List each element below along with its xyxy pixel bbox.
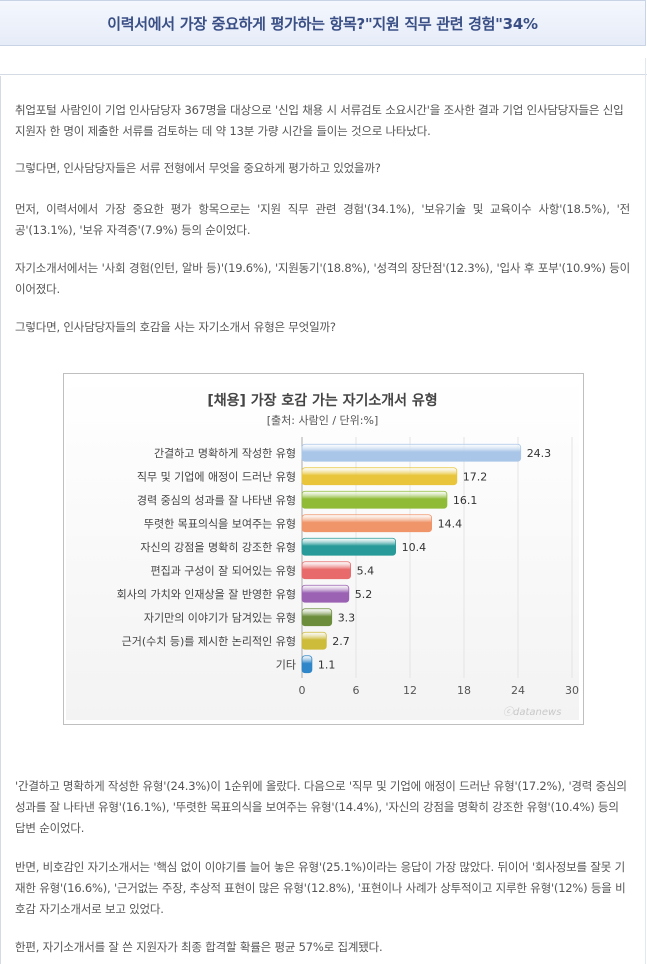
data-label: 16.1 xyxy=(453,494,478,507)
category-label: 경력 중심의 성과를 잘 나타낸 유형 xyxy=(137,494,296,507)
article-paragraph-intro: 취업포털 사람인이 기업 인사담당자 367명을 대상으로 '신입 채용 시 서… xyxy=(15,103,624,138)
x-tick-label: 6 xyxy=(353,684,360,697)
x-tick-label: 0 xyxy=(299,684,306,697)
category-label: 뚜렷한 목표의식을 보여주는 유형 xyxy=(144,517,296,530)
data-label: 1.1 xyxy=(318,658,336,671)
category-label: 자신의 강점을 명확히 강조한 유형 xyxy=(140,540,296,554)
category-label: 근거(수치 등)를 제시한 논리적인 유형 xyxy=(122,635,296,648)
bar xyxy=(301,561,351,580)
x-tick-label: 18 xyxy=(457,684,471,697)
article-paragraph-resume: 먼저, 이력서에서 가장 중요한 평가 항목으로는 '지원 직무 관련 경험'(… xyxy=(15,202,630,237)
x-tick-label: 12 xyxy=(403,684,417,697)
category-label: 편집과 구성이 잘 되어있는 유형 xyxy=(150,564,296,577)
bar xyxy=(301,443,522,462)
article-paragraph-question-2: 그렇다면, 인사담당자들의 호감을 사는 자기소개서 유형은 무엇일까? xyxy=(15,320,336,334)
article-paragraph-closing: 한편, 자기소개서를 잘 쓴 지원자가 최종 합격할 확률은 평균 57%로 집… xyxy=(15,940,383,954)
bar xyxy=(301,655,313,674)
article-paragraph-negative: 반면, 비호감인 자기소개서는 '핵심 없이 이야기를 늘어 놓은 유형'(25… xyxy=(15,860,626,916)
right-border xyxy=(645,58,646,964)
left-border xyxy=(0,76,1,964)
bar xyxy=(301,608,333,627)
x-tick-label: 24 xyxy=(511,684,525,697)
article-title-bar: 이력서에서 가장 중요하게 평가하는 항목?"지원 직무 관련 경험"34% xyxy=(0,0,646,46)
category-label: 회사의 가치와 인재상을 잘 반영한 유형 xyxy=(117,588,296,601)
header-divider xyxy=(0,74,647,75)
x-tick-label: 30 xyxy=(565,684,579,697)
bar xyxy=(301,514,433,533)
chart-panel: [채용] 가장 호감 가는 자기소개서 유형 [출처: 사람인 / 단위:%] … xyxy=(66,376,579,720)
article-paragraph-results: '간결하고 명확하게 작성한 유형'(24.3%)이 1순위에 올랐다. 다음으… xyxy=(15,779,627,835)
category-label: 직무 및 기업에 애정이 드러난 유형 xyxy=(137,470,296,483)
data-label: 14.4 xyxy=(438,517,463,530)
bar xyxy=(301,584,350,603)
category-label: 간결하고 명확하게 작성한 유형 xyxy=(154,446,296,460)
data-label: 10.4 xyxy=(402,541,427,554)
chart-frame: [채용] 가장 호감 가는 자기소개서 유형 [출처: 사람인 / 단위:%] … xyxy=(63,373,584,725)
chart-subtitle: [출처: 사람인 / 단위:%] xyxy=(266,414,379,427)
article-paragraph-cover-letter: 자기소개서에서는 '사회 경험(인턴, 알바 등)'(19.6%), '지원동기… xyxy=(15,261,630,296)
article-title: 이력서에서 가장 중요하게 평가하는 항목?"지원 직무 관련 경험"34% xyxy=(107,14,538,33)
data-label: 2.7 xyxy=(332,635,350,648)
data-label: 5.4 xyxy=(357,564,375,577)
data-label: 24.3 xyxy=(527,447,552,460)
bar-chart: 0 6 12 18 24 30 간결하고 명확하게 작성한 유형 24.3 직무 및 기업에 애… xyxy=(117,437,579,697)
bar xyxy=(301,490,448,509)
category-label: 자기만의 이야기가 담겨있는 유형 xyxy=(144,611,296,624)
bar xyxy=(301,467,458,486)
watermark: ⓒdatanews xyxy=(503,707,562,718)
bar xyxy=(301,537,396,556)
chart-title: [채용] 가장 호감 가는 자기소개서 유형 xyxy=(207,393,438,409)
category-label: 기타 xyxy=(276,658,296,671)
data-label: 3.3 xyxy=(338,611,356,624)
bar xyxy=(301,631,327,650)
data-label: 17.2 xyxy=(463,470,488,483)
article-paragraph-question: 그렇다면, 인사담당자들은 서류 전형에서 무엇을 중요하게 평가하고 있었을까… xyxy=(15,161,381,175)
data-label: 5.2 xyxy=(355,588,373,601)
